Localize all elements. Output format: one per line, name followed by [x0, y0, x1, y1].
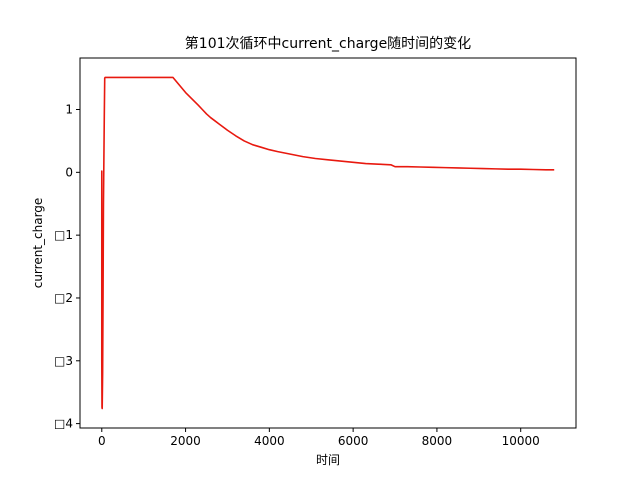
y-axis: 1 0 □1 □2 □3 □4 [54, 103, 80, 431]
series-line [100, 76, 555, 410]
plot-frame [79, 57, 577, 429]
x-axis: 0 2000 4000 6000 8000 10000 [98, 428, 540, 448]
x-tick-label: 0 [98, 434, 106, 448]
y-tick-label: 0 [65, 165, 73, 179]
chart-title: 第101次循环中current_charge随时间的变化 [185, 35, 471, 52]
x-tick-label: 10000 [502, 434, 540, 448]
y-axis-label: current_charge [31, 198, 45, 289]
series-layer [100, 76, 555, 410]
y-tick-label: □4 [54, 417, 73, 431]
x-axis-label: 时间 [316, 453, 340, 467]
y-tick-label: 1 [65, 103, 73, 117]
x-tick-label: 8000 [422, 434, 453, 448]
y-tick-label: □3 [54, 354, 73, 368]
x-tick-label: 6000 [338, 434, 369, 448]
y-tick-label: □2 [54, 291, 73, 305]
x-tick-label: 4000 [254, 434, 285, 448]
x-tick-label: 2000 [170, 434, 201, 448]
plot-area [80, 58, 576, 428]
y-tick-label: □1 [54, 228, 73, 242]
